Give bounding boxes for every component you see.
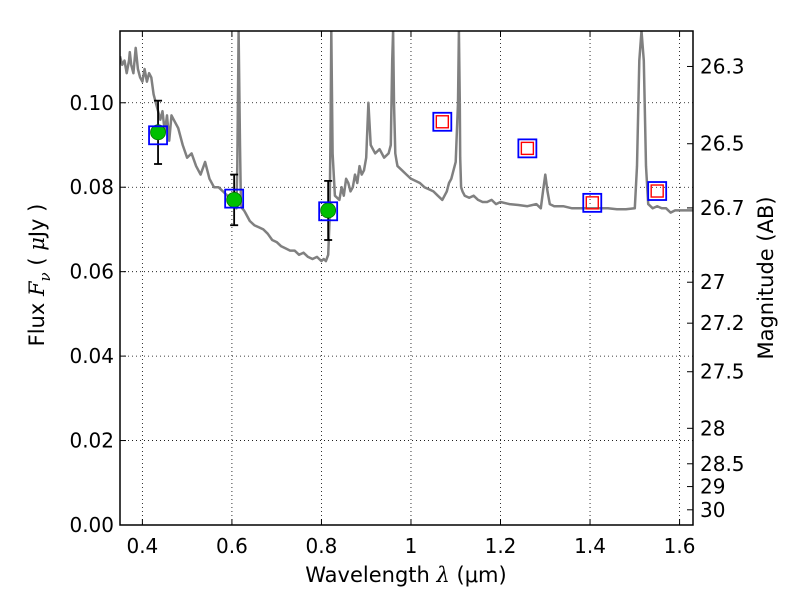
gridlines xyxy=(120,31,693,526)
y-tick-label: 0.04 xyxy=(69,344,114,368)
plot-frame xyxy=(119,30,694,526)
model-flux-square xyxy=(517,138,538,159)
y2-tick-label: 29 xyxy=(700,475,725,499)
y2-tick-label: 27.5 xyxy=(700,360,745,384)
y-tick-label: 0.02 xyxy=(69,429,114,453)
y-tick-label: 0.00 xyxy=(69,513,114,537)
model-flux-square xyxy=(582,192,603,213)
detection-point xyxy=(320,202,337,219)
y2-tick-label: 27 xyxy=(700,270,725,294)
model-flux-square xyxy=(148,125,168,146)
upper-limit-square xyxy=(520,141,535,156)
x-axis-label: Wavelength λ (μm) xyxy=(305,563,506,587)
x-tick-label: 1.4 xyxy=(574,534,606,558)
y2-tick-label: 26.7 xyxy=(700,196,745,220)
upper-limit-square xyxy=(650,184,664,198)
y-tick-label: 0.06 xyxy=(69,260,114,284)
axis-ticks: 0.4 0.6 0.8 1 1.2 1.4 1.6 0.00 0.02 0.04 0.06 0.08 0… xyxy=(69,31,745,558)
detection-point xyxy=(150,124,166,141)
y-tick-label: 0.08 xyxy=(69,175,114,199)
model-flux-square xyxy=(224,188,245,209)
x-tick-label: 1 xyxy=(405,534,418,558)
x-tick-label: 0.6 xyxy=(216,534,248,558)
y-tick-label: 0.10 xyxy=(69,91,114,115)
y2-tick-label: 28 xyxy=(700,416,725,440)
y2-axis-label: Magnitude (AB) xyxy=(754,196,778,359)
detection-point xyxy=(226,191,243,208)
upper-limit-square xyxy=(585,196,599,210)
y2-tick-label: 26.3 xyxy=(700,54,745,78)
model-spectrum-line xyxy=(120,31,693,263)
model-flux-square xyxy=(432,111,453,132)
x-tick-label: 1.6 xyxy=(664,534,696,558)
y2-tick-label: 28.5 xyxy=(700,452,745,476)
model-flux-square xyxy=(647,181,668,201)
plot-area xyxy=(120,31,693,263)
upper-limit-square xyxy=(435,115,450,129)
x-tick-label: 0.8 xyxy=(306,534,338,558)
y2-tick-label: 30 xyxy=(700,498,725,522)
x-tick-label: 1.2 xyxy=(485,534,517,558)
y2-tick-label: 27.2 xyxy=(700,311,745,335)
x-tick-label: 0.4 xyxy=(126,534,158,558)
y2-tick-label: 26.5 xyxy=(700,132,745,156)
y-axis-label: Flux Fν ( μJy ) xyxy=(25,204,54,347)
model-flux-square xyxy=(318,201,339,222)
